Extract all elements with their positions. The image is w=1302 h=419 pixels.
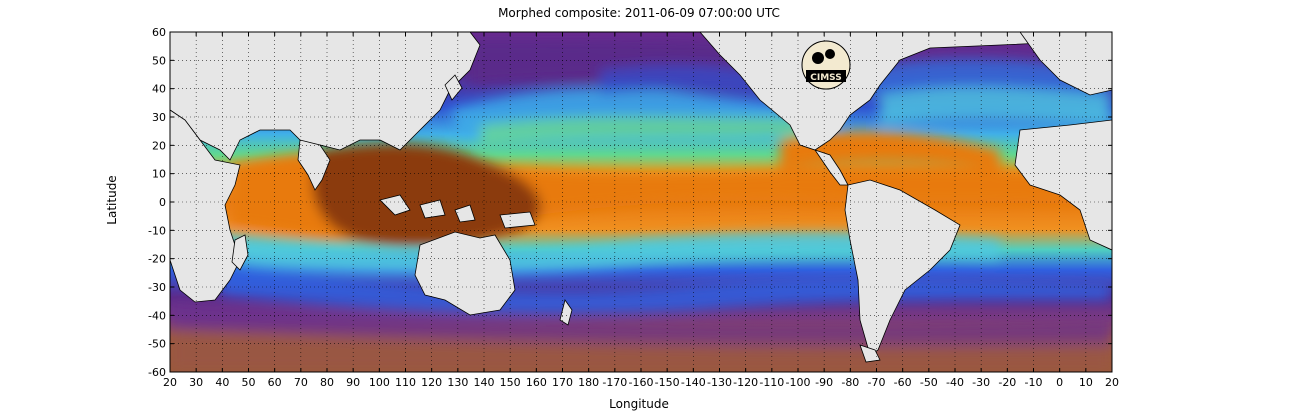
x-tick-label: 0 (1056, 376, 1063, 389)
y-tick-label: 0 (159, 196, 166, 209)
y-axis-label: Latitude (105, 175, 119, 225)
x-tick-label: 180 (578, 376, 599, 389)
x-tick-label: 120 (421, 376, 442, 389)
x-tick-label: 30 (189, 376, 203, 389)
figure-title: Morphed composite: 2011-06-09 07:00:00 U… (498, 6, 780, 20)
x-tick-label: -100 (786, 376, 811, 389)
x-tick-label: 170 (552, 376, 573, 389)
logo-text: CIMSS (810, 73, 841, 83)
japan (444, 74, 463, 101)
x-tick-label: 90 (346, 376, 360, 389)
x-tick-label: 70 (294, 376, 308, 389)
new-zealand (559, 299, 573, 326)
x-tick-label: -150 (655, 376, 680, 389)
x-tick-label: -80 (841, 376, 859, 389)
borneo (419, 199, 446, 219)
x-tick-label: -40 (946, 376, 964, 389)
y-tick-label: 40 (152, 83, 166, 96)
x-tick-label: 100 (369, 376, 390, 389)
cimss-logo: CIMSS (801, 40, 851, 90)
india-landmass (297, 139, 331, 191)
x-tick-label: 130 (447, 376, 468, 389)
y-axis-ticks: 60 50 40 30 20 10 0 -10 -20 -30 -40 -50 -60 (148, 26, 1112, 379)
x-tick-label: 20 (1105, 376, 1119, 389)
tierra-del-fuego (859, 344, 881, 363)
x-axis-label: Longitude (609, 397, 669, 411)
africa-landmass (170, 109, 241, 303)
x-tick-label: -20 (998, 376, 1016, 389)
africa-east-landmass (1014, 119, 1112, 251)
x-tick-label: 60 (268, 376, 282, 389)
y-tick-label: -60 (148, 366, 166, 379)
y-tick-label: 30 (152, 111, 166, 124)
y-tick-label: -50 (148, 338, 166, 351)
x-tick-label: 20 (163, 376, 177, 389)
x-tick-label: -170 (602, 376, 627, 389)
x-tick-label: 110 (395, 376, 416, 389)
sulawesi (454, 204, 476, 223)
x-tick-label: 160 (526, 376, 547, 389)
australia-landmass (414, 231, 516, 316)
x-tick-label: -60 (894, 376, 912, 389)
sumatra (379, 194, 411, 216)
y-tick-label: -40 (148, 309, 166, 322)
y-tick-label: -20 (148, 253, 166, 266)
x-tick-label: -120 (733, 376, 758, 389)
x-axis-ticks: 20 30 40 50 60 70 80 90 100 110 120 130 140 150 160 170… (163, 32, 1119, 389)
x-tick-label: -70 (868, 376, 886, 389)
x-tick-label: -160 (629, 376, 654, 389)
y-tick-label: -30 (148, 281, 166, 294)
x-tick-label: -30 (972, 376, 990, 389)
x-tick-label: 50 (242, 376, 256, 389)
x-tick-label: -10 (1025, 376, 1043, 389)
y-tick-label: -10 (148, 224, 166, 237)
y-tick-label: 60 (152, 26, 166, 39)
y-tick-label: 10 (152, 168, 166, 181)
europe-landmass (1019, 32, 1112, 96)
x-tick-label: -130 (707, 376, 732, 389)
south-america-landmass (844, 179, 961, 356)
x-tick-label: -50 (920, 376, 938, 389)
y-tick-label: 50 (152, 54, 166, 67)
x-tick-label: 140 (474, 376, 495, 389)
x-tick-label: 40 (215, 376, 229, 389)
grid (170, 32, 1112, 372)
y-tick-label: 20 (152, 139, 166, 152)
x-tick-label: -140 (681, 376, 706, 389)
x-tick-label: 80 (320, 376, 334, 389)
x-tick-label: -90 (815, 376, 833, 389)
madagascar (231, 234, 249, 271)
x-tick-label: 150 (500, 376, 521, 389)
x-tick-label: 10 (1079, 376, 1093, 389)
plot-area (170, 32, 1112, 372)
new-guinea (499, 211, 536, 229)
x-tick-label: -110 (759, 376, 784, 389)
